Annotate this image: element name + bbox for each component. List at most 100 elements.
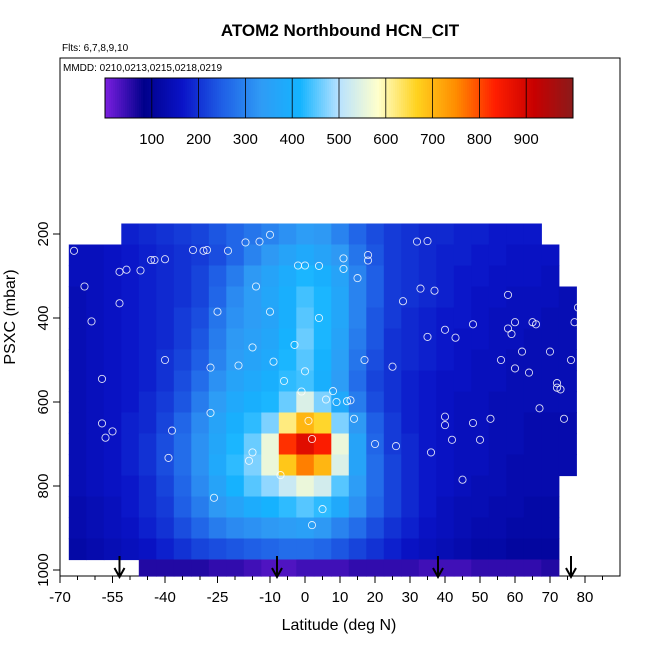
heatmap-cell xyxy=(331,307,350,330)
sample-point xyxy=(101,433,110,442)
colorbar-segment xyxy=(419,78,422,118)
sample-point xyxy=(160,255,170,264)
heatmap-cell xyxy=(121,391,140,414)
colorbar-segment xyxy=(237,78,240,118)
heatmap-cell xyxy=(156,286,175,309)
heatmap-cell xyxy=(243,349,262,372)
heatmap-cell xyxy=(138,307,157,330)
heatmap-cell xyxy=(418,559,437,577)
heatmap-cell xyxy=(121,517,140,540)
colorbar-segment xyxy=(381,78,384,118)
heatmap-cell xyxy=(313,286,332,309)
colorbar-segment xyxy=(301,78,304,118)
heatmap-cell xyxy=(401,244,420,267)
colorbar-segment xyxy=(395,78,398,118)
x-tick-label: 0 xyxy=(301,589,309,606)
heatmap-cell xyxy=(471,265,490,288)
heatmap-cell xyxy=(541,475,560,498)
heatmap-cell xyxy=(471,307,490,330)
heatmap-cell xyxy=(296,538,315,561)
sample-point xyxy=(255,237,264,246)
heatmap-cell xyxy=(418,328,437,351)
heatmap-cell xyxy=(243,265,262,288)
heatmap-cell xyxy=(488,328,507,351)
heatmap-cell xyxy=(383,223,402,246)
heatmap-cell xyxy=(173,454,192,477)
heatmap-cell xyxy=(541,286,560,309)
heatmap-cell xyxy=(471,328,490,351)
heatmap-cell xyxy=(488,244,507,267)
colorbar-segment xyxy=(149,78,152,118)
colorbar-segment xyxy=(455,78,458,118)
sample-point xyxy=(248,343,257,352)
sample-point xyxy=(447,435,457,444)
colorbar-segment xyxy=(213,78,216,118)
colorbar-segment xyxy=(515,78,518,118)
colorbar-segment xyxy=(413,78,416,118)
heatmap-cell xyxy=(541,265,560,288)
heatmap-cell xyxy=(418,538,437,561)
sample-point xyxy=(580,259,590,268)
heatmap-cell xyxy=(453,475,472,498)
colorbar-segment xyxy=(303,78,306,118)
colorbar-segment xyxy=(209,78,212,118)
heatmap-cell xyxy=(173,286,192,309)
heatmap-cell xyxy=(278,517,297,540)
sample-point xyxy=(440,412,450,421)
heatmap-cell xyxy=(121,244,140,267)
heatmap-cell xyxy=(208,307,227,330)
heatmap-cell xyxy=(348,286,367,309)
colorbar-segment xyxy=(315,78,318,118)
heatmap-cell xyxy=(86,265,105,288)
heatmap-cell xyxy=(383,517,402,540)
colorbar-segment xyxy=(191,78,194,118)
colorbar-segment xyxy=(281,78,284,118)
colorbar-segment xyxy=(263,78,266,118)
colorbar-segment xyxy=(105,78,108,118)
heatmap-cell xyxy=(453,496,472,519)
colorbar-segment xyxy=(343,78,346,118)
heatmap-cell xyxy=(453,412,472,435)
heatmap-cell xyxy=(226,328,245,351)
colorbar-segment xyxy=(157,78,160,118)
sample-point xyxy=(496,355,506,365)
heatmap-cell xyxy=(138,538,157,561)
heatmap-cell xyxy=(208,454,227,477)
heatmap-cell xyxy=(331,349,350,372)
heatmap-cell xyxy=(86,475,105,498)
colorbar-segment xyxy=(547,78,550,118)
heatmap-cell xyxy=(313,223,332,246)
heatmap-cell xyxy=(121,307,140,330)
heatmap-cell xyxy=(121,475,140,498)
heatmap-cell xyxy=(506,517,525,540)
colorbar-segment xyxy=(363,78,366,118)
heatmap-cell xyxy=(401,265,420,288)
heatmap-cell xyxy=(453,454,472,477)
heatmap-cell xyxy=(523,496,542,519)
flight-markers xyxy=(113,556,577,580)
heatmap-cell xyxy=(243,244,262,267)
colorbar-segment xyxy=(239,78,242,118)
heatmap-cell xyxy=(156,475,175,498)
flight-marker-arrow xyxy=(565,556,577,580)
heatmap-cell xyxy=(401,391,420,414)
heatmap-cell xyxy=(541,349,560,372)
sample-point xyxy=(251,282,261,291)
heatmap-cell xyxy=(488,496,507,519)
heatmap-cell xyxy=(348,538,367,561)
heatmap-cell xyxy=(558,454,577,477)
sample-point xyxy=(307,521,317,530)
colorbar-segment xyxy=(559,78,562,118)
heatmap-cell xyxy=(121,286,140,309)
heatmap-cell xyxy=(156,265,175,288)
heatmap-cell xyxy=(523,538,542,561)
heatmap-cell xyxy=(418,496,437,519)
sample-point xyxy=(276,471,285,480)
heatmap-cell xyxy=(541,391,560,414)
colorbar-segment xyxy=(519,78,522,118)
x-tick-label: -70 xyxy=(49,589,71,606)
heatmap-cell xyxy=(86,307,105,330)
heatmap-cell xyxy=(173,517,192,540)
colorbar-segment xyxy=(339,78,342,118)
sample-point xyxy=(160,355,170,365)
